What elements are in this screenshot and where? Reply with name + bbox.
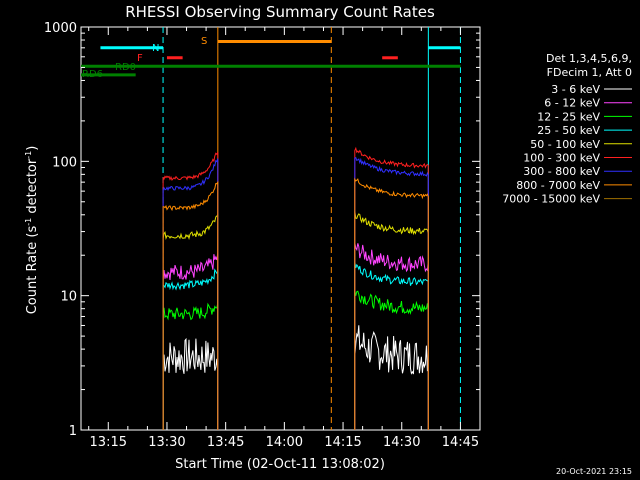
flag-label-n: N [152,43,159,54]
x-tick-label: 14:30 [383,435,420,450]
series-line [354,290,429,430]
x-tick-label: 13:15 [90,435,127,450]
series-line [162,180,219,430]
legend-label: 300 - 800 keV [523,165,600,178]
legend-header-detectors: Det 1,3,4,5,6,9, [546,52,632,65]
legend-label: 7000 - 15000 keV [502,193,600,206]
y-axis: 1 10 100 1000 [44,21,480,439]
series-line [354,210,429,430]
footer-timestamp: 20-Oct-2021 23:15 [556,467,632,476]
series-line [354,242,429,430]
x-tick-label: 14:15 [324,435,361,450]
x-tick-label: 13:30 [148,435,185,450]
series-line [162,268,219,430]
y-axis-label: Count Rate (s-1 detector-1) [24,146,40,315]
legend-label: 800 - 7000 keV [516,179,600,192]
legend-header-decimation: FDecim 1, Att 0 [547,66,632,79]
x-tick-label: 13:45 [207,435,244,450]
x-axis-label: Start Time (02-Oct-11 13:08:02) [175,457,385,472]
plot-frame [80,26,481,431]
flag-label-f: F [137,53,143,64]
chart-title: RHESSI Observing Summary Count Rates [125,3,435,21]
x-axis: 13:15 13:30 13:45 14:00 14:15 14:30 14:45 [88,27,481,450]
flag-label-s: S [201,36,207,47]
legend-label: 100 - 300 keV [523,152,600,165]
legend-label: 25 - 50 keV [537,124,600,137]
series-line [162,151,219,430]
y-tick-label: 100 [52,155,77,170]
series-line [354,177,429,430]
series-line [162,302,219,430]
flag-label-rd6: RD6 [82,69,103,80]
series-line [162,252,219,430]
y-tick-label: 1000 [44,21,77,36]
y-tick-label: 1 [69,424,77,439]
legend-label: 3 - 6 keV [551,83,600,96]
legend-label: 50 - 100 keV [530,138,600,151]
y-tick-label: 10 [60,290,77,305]
series-line [354,146,429,430]
plot-area: NF S RD0 RD6 [80,26,481,431]
x-tick-label: 14:00 [266,435,303,450]
series-line [162,158,219,430]
series-line [354,156,429,430]
series-line [354,325,429,430]
series-line [162,337,219,430]
flag-label-rd0: RD0 [115,62,136,73]
series-line [354,261,429,430]
legend-label: 12 - 25 keV [537,110,600,123]
x-tick-label: 14:45 [442,435,479,450]
legend: Det 1,3,4,5,6,9, FDecim 1, Att 0 3 - 6 k… [502,52,632,206]
legend-label: 6 - 12 keV [544,97,600,110]
series-line [162,212,219,430]
